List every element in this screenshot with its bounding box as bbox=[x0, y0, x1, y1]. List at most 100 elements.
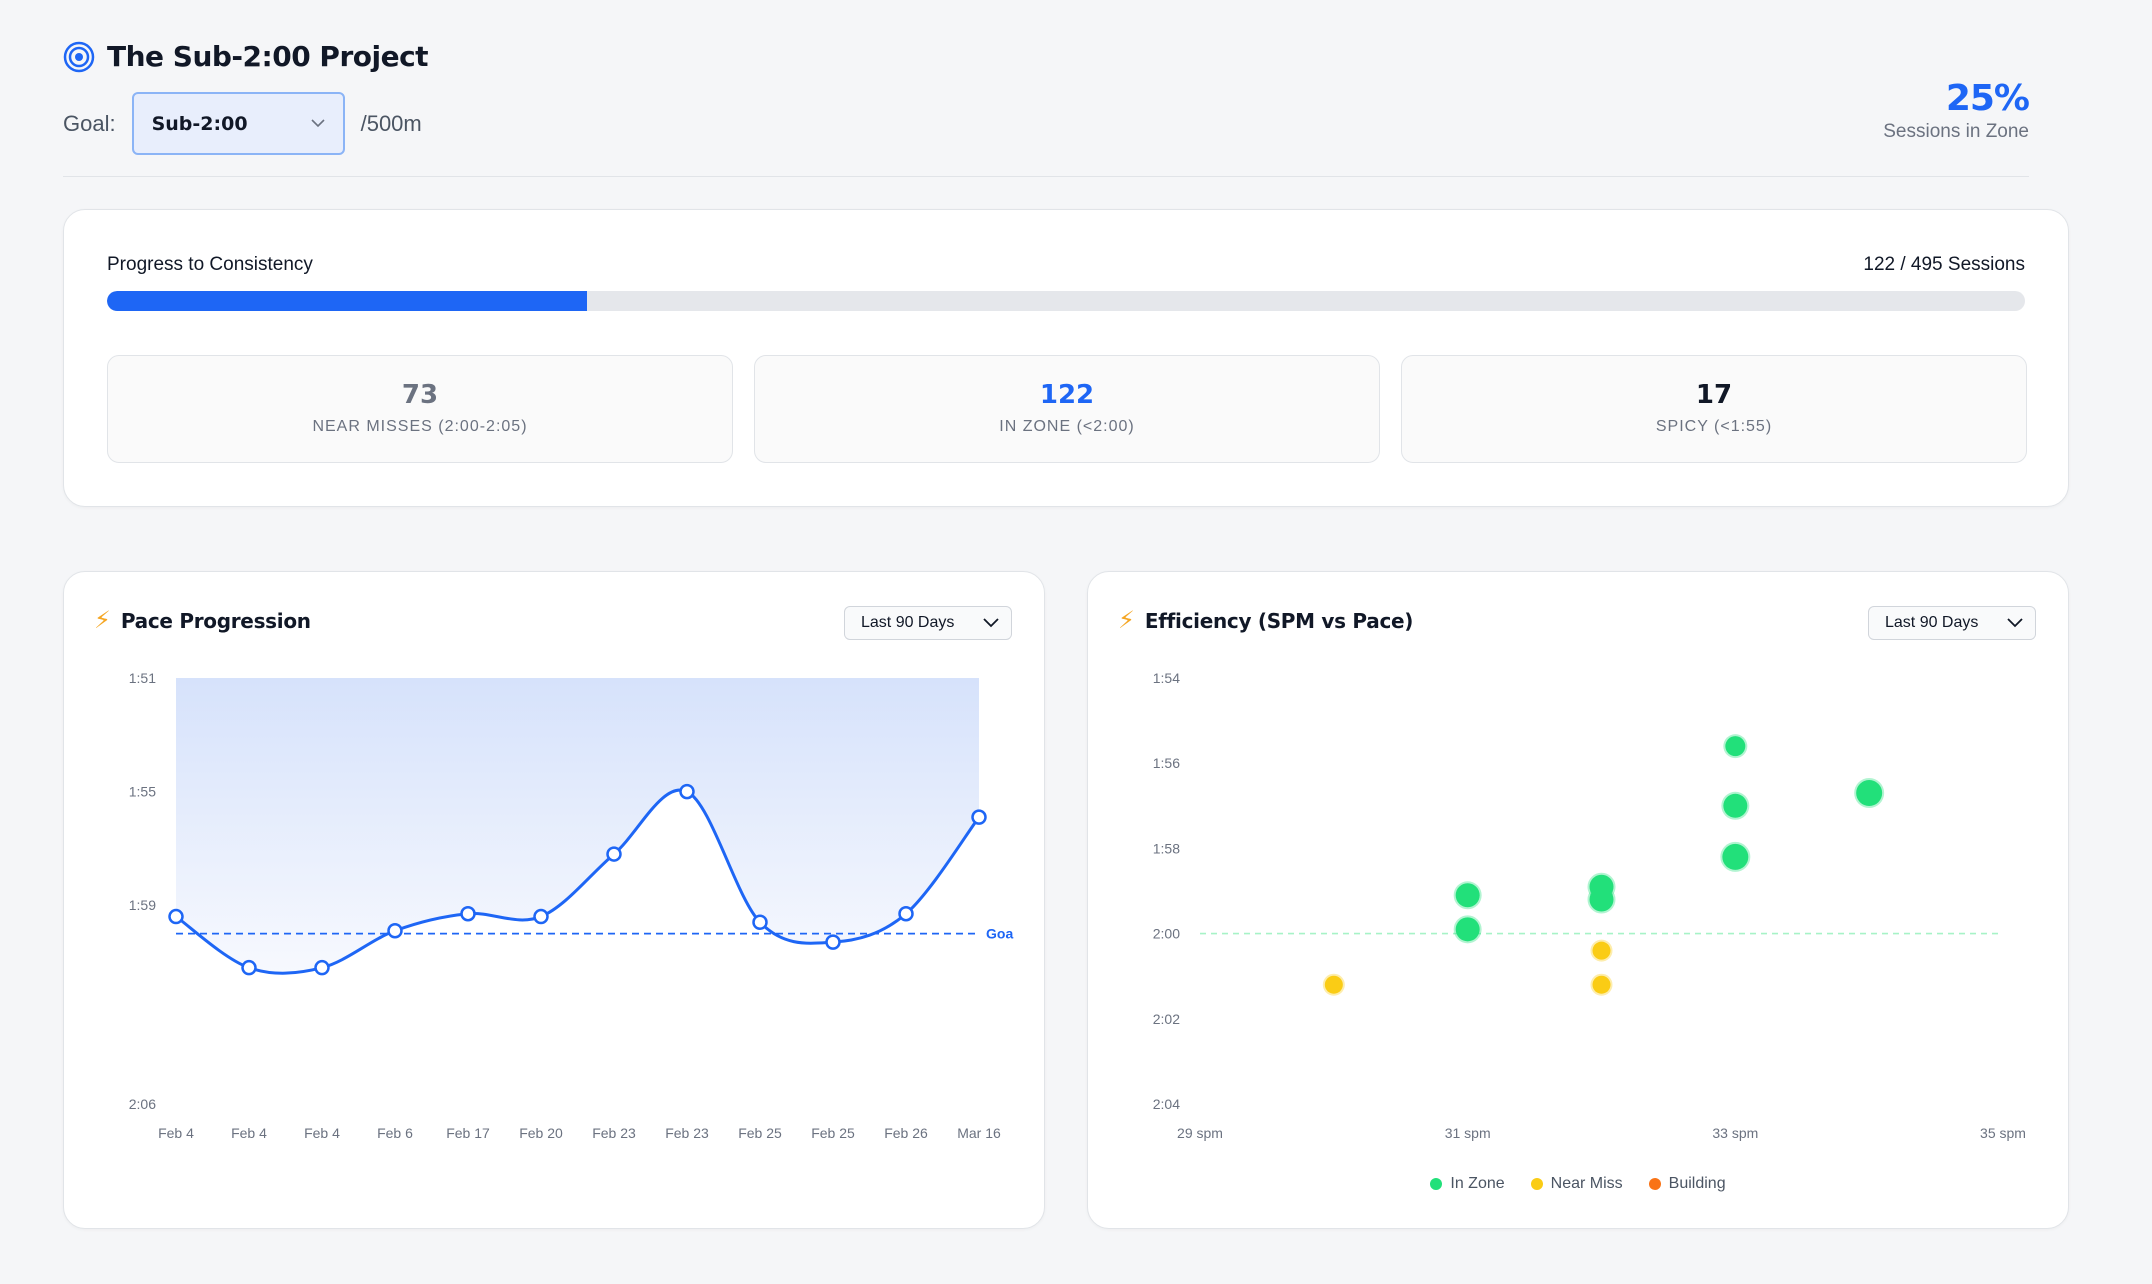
x-tick-label: Feb 25 bbox=[811, 1125, 855, 1141]
x-tick-label: Feb 20 bbox=[519, 1125, 563, 1141]
legend-dot bbox=[1530, 1178, 1543, 1190]
zone-percentage-label: Sessions in Zone bbox=[1883, 121, 2029, 142]
pace-range-value: Last 90 Days bbox=[861, 614, 955, 631]
pace-point bbox=[168, 908, 184, 925]
stat-value: 73 bbox=[401, 380, 439, 410]
y-tick-label: 1:56 bbox=[1153, 755, 1180, 771]
x-tick-label: Feb 25 bbox=[738, 1125, 782, 1141]
legend-item: In Zone bbox=[1430, 1175, 1505, 1193]
progress-bar bbox=[107, 291, 2025, 311]
pace-point bbox=[898, 905, 914, 922]
goal-row: Goal: Sub-2:00 /500m bbox=[63, 92, 422, 155]
progress-count: 122 / 495 Sessions bbox=[1863, 254, 2025, 275]
efficiency-chart: 1:54 1:56 1:58 2:00 2:02 2:04 29 spm 31 spm 33 s… bbox=[1153, 670, 2026, 1141]
stat-near-misses: 73 NEAR MISSES (2:00-2:05) bbox=[107, 355, 733, 463]
x-tick-label: 29 spm bbox=[1177, 1125, 1223, 1141]
scatter-point bbox=[1722, 843, 1749, 870]
scatter-point bbox=[1592, 941, 1611, 960]
pace-point bbox=[314, 959, 330, 976]
efficiency-card: 1:54 1:56 1:58 2:00 2:02 2:04 29 spm 31 spm 33 s… bbox=[1087, 571, 2069, 1229]
legend-dot bbox=[1648, 1178, 1661, 1190]
efficiency-card-header: ⚡ Efficiency (SPM vs Pace) bbox=[1118, 606, 1413, 635]
stat-value: 17 bbox=[1695, 380, 1733, 410]
progress-bar-fill bbox=[107, 291, 587, 311]
x-tick-label: Feb 4 bbox=[231, 1125, 267, 1141]
pace-point bbox=[533, 908, 549, 925]
y-tick-label: 1:59 bbox=[129, 897, 156, 913]
page-header: The Sub-2:00 Project Goal: Sub-2:00 /500… bbox=[63, 36, 2030, 177]
pace-point bbox=[679, 783, 695, 800]
efficiency-legend: In Zone Near Miss Building bbox=[1088, 1175, 2068, 1193]
title-row: The Sub-2:00 Project bbox=[63, 40, 429, 73]
scatter-point bbox=[1723, 793, 1748, 818]
x-tick-label: Feb 6 bbox=[377, 1125, 413, 1141]
scatter-point bbox=[1725, 736, 1746, 757]
pace-progression-card: 1:51 1:55 1:59 2:06 Goa Feb 4 Feb 4 Feb 4 Feb 6 F… bbox=[63, 571, 1045, 1229]
goal-select[interactable]: Sub-2:00 bbox=[131, 92, 345, 155]
scatter-point bbox=[1455, 883, 1480, 908]
stat-spicy: 17 SPICY (<1:55) bbox=[1401, 355, 2027, 463]
y-tick-label: 2:00 bbox=[1153, 926, 1180, 942]
pace-point bbox=[825, 934, 841, 950]
x-tick-label: Feb 23 bbox=[665, 1125, 709, 1141]
chevron-down-icon bbox=[2007, 618, 2023, 628]
legend-label: In Zone bbox=[1450, 1175, 1505, 1192]
scatter-point bbox=[1324, 975, 1343, 994]
lightning-icon: ⚡ bbox=[1118, 607, 1135, 634]
goal-select-value: Sub-2:00 bbox=[151, 112, 248, 135]
x-tick-label: Feb 23 bbox=[592, 1125, 636, 1141]
y-tick-label: 1:54 bbox=[1153, 670, 1180, 686]
efficiency-range-value: Last 90 Days bbox=[1885, 614, 1979, 631]
y-tick-label: 2:04 bbox=[1153, 1096, 1180, 1112]
stat-value: 122 bbox=[1039, 380, 1095, 410]
target-icon bbox=[63, 41, 95, 72]
chevron-down-icon bbox=[311, 119, 325, 128]
legend-label: Building bbox=[1668, 1175, 1726, 1192]
page-title: The Sub-2:00 Project bbox=[107, 40, 429, 73]
stat-in-zone: 122 IN ZONE (<2:00) bbox=[754, 355, 1380, 463]
pace-point bbox=[971, 809, 987, 825]
progress-label: Progress to Consistency bbox=[107, 254, 313, 275]
pace-chart: 1:51 1:55 1:59 2:06 Goa Feb 4 Feb 4 Feb 4 Feb 6 F… bbox=[129, 670, 1014, 1141]
y-tick-label: 2:02 bbox=[1153, 1011, 1180, 1027]
stat-label: SPICY (<1:55) bbox=[1655, 418, 1773, 435]
y-tick-label: 1:51 bbox=[129, 670, 156, 686]
legend-item: Building bbox=[1648, 1175, 1726, 1193]
legend-label: Near Miss bbox=[1550, 1175, 1623, 1192]
stat-label: IN ZONE (<2:00) bbox=[999, 418, 1135, 435]
efficiency-card-title: Efficiency (SPM vs Pace) bbox=[1144, 608, 1414, 633]
scatter-point bbox=[1589, 887, 1614, 912]
y-tick-label: 2:06 bbox=[129, 1096, 156, 1112]
goal-unit: /500m bbox=[360, 110, 422, 136]
x-tick-label: 35 spm bbox=[1980, 1125, 2026, 1141]
pace-card-header: ⚡ Pace Progression bbox=[94, 606, 311, 635]
scatter-point bbox=[1592, 975, 1611, 994]
y-tick-label: 1:55 bbox=[129, 784, 156, 800]
x-tick-label: Feb 4 bbox=[304, 1125, 340, 1141]
pace-point bbox=[606, 846, 622, 862]
legend-dot bbox=[1430, 1178, 1443, 1190]
x-tick-label: 31 spm bbox=[1445, 1125, 1491, 1141]
pace-point bbox=[241, 959, 257, 976]
pace-point bbox=[387, 923, 403, 939]
stat-label: NEAR MISSES (2:00-2:05) bbox=[312, 418, 528, 435]
efficiency-range-select[interactable]: Last 90 Days bbox=[1868, 606, 2036, 640]
pace-point bbox=[460, 905, 476, 922]
legend-item: Near Miss bbox=[1530, 1175, 1623, 1193]
x-tick-label: Mar 16 bbox=[957, 1125, 1001, 1141]
zone-summary: 25% Sessions in Zone bbox=[1883, 78, 2030, 143]
x-tick-label: Feb 26 bbox=[884, 1125, 928, 1141]
pace-range-select[interactable]: Last 90 Days bbox=[844, 606, 1012, 640]
progress-card: Progress to Consistency 122 / 495 Sessio… bbox=[63, 209, 2069, 507]
zone-percentage: 25% bbox=[1945, 78, 2030, 119]
x-tick-label: Feb 17 bbox=[446, 1125, 490, 1141]
x-tick-label: Feb 4 bbox=[158, 1125, 194, 1141]
scatter-point bbox=[1856, 780, 1883, 807]
scatter-point bbox=[1455, 917, 1480, 942]
lightning-icon: ⚡ bbox=[94, 607, 111, 634]
chevron-down-icon bbox=[983, 618, 999, 628]
pace-point bbox=[752, 914, 768, 930]
x-tick-label: 33 spm bbox=[1712, 1125, 1758, 1141]
goal-label: Goal: bbox=[63, 110, 116, 136]
pace-card-title: Pace Progression bbox=[120, 608, 311, 633]
